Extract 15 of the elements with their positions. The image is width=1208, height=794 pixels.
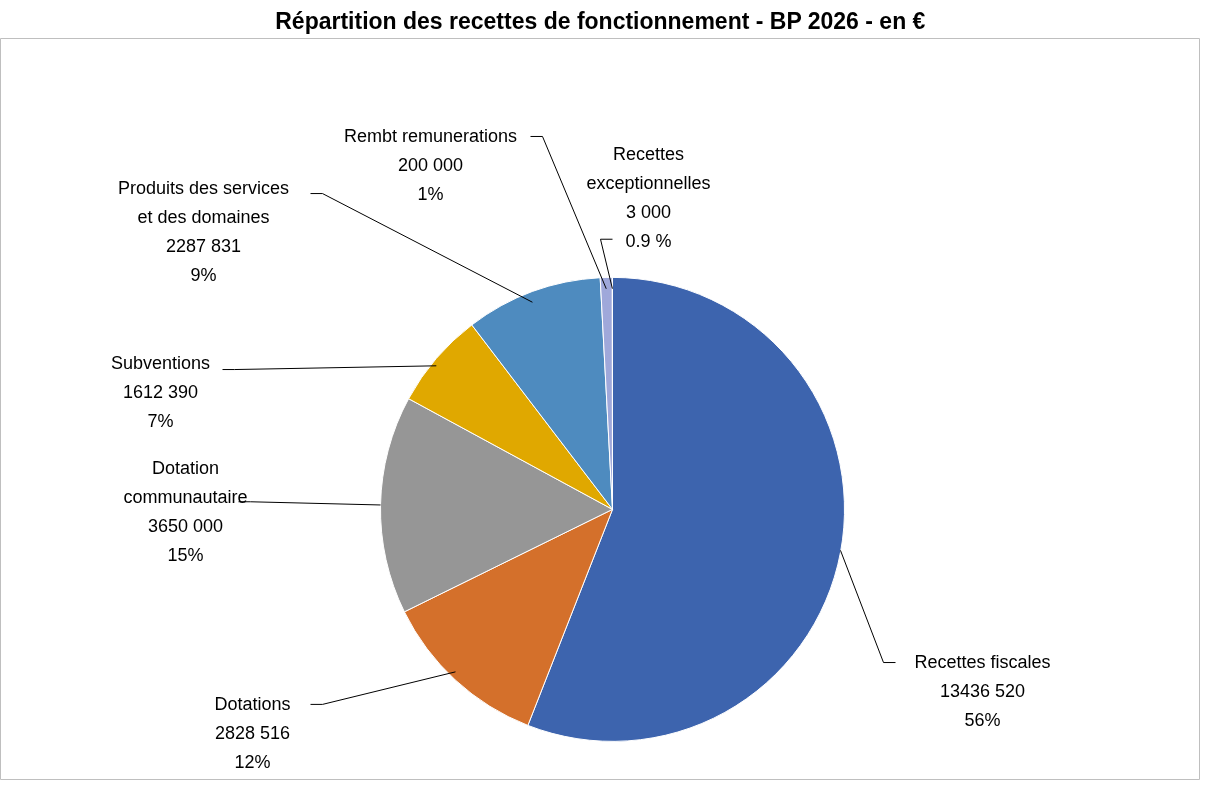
slice-label: Subventions — [110, 353, 211, 374]
slice-label: Dotation communautaire — [123, 458, 248, 508]
slice-label: Dotations — [214, 693, 291, 714]
data-label: 2828 516 12% — [214, 722, 291, 772]
data-label: 200 000 1% — [397, 155, 464, 205]
slice-label: Recettes fiscales — [914, 652, 1051, 673]
chart-title: Répartition des recettes de fonctionnement - BP 2026 - en € — [275, 7, 926, 34]
data-label: 2287 831 9% — [165, 236, 242, 286]
data-label: 3 000 0.9 % — [625, 202, 672, 252]
data-label: 1612 390 7% — [122, 382, 199, 432]
slice-label: Produits des services et des domaines — [117, 178, 290, 228]
data-label: 13436 520 56% — [939, 681, 1026, 731]
slice-label: Rembt remunerations — [343, 126, 518, 147]
slice-label: Recettes exceptionnelles — [586, 144, 711, 194]
data-label: 3650 000 15% — [147, 516, 224, 566]
